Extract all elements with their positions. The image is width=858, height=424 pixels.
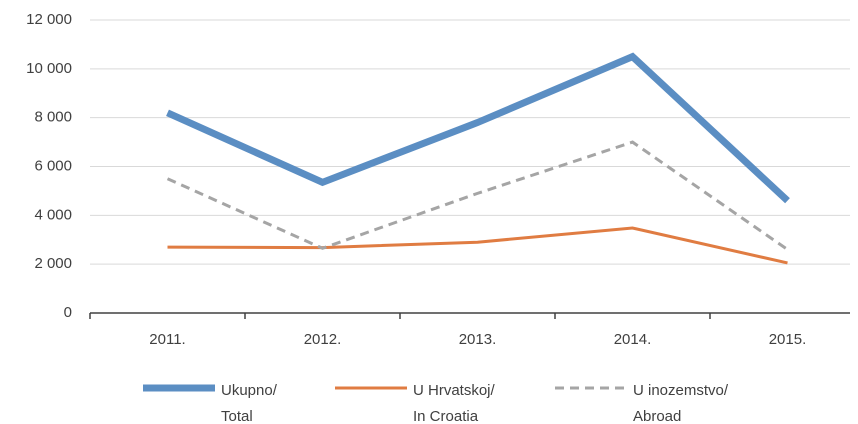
x-tick-label: 2015. [769,331,807,348]
y-tick-label: 0 [64,304,72,321]
series-line [166,140,789,251]
y-tick-label: 6 000 [34,157,72,174]
y-tick-label: 8 000 [34,109,72,126]
legend-label: U Hrvatskoj/ In Croatia [413,382,495,424]
y-tick-label: 2 000 [34,255,72,272]
y-tick-label: 4 000 [34,206,72,223]
legend-label: U inozemstvo/ Abroad [633,382,729,424]
legend-label: Ukupno/ Total [221,382,277,424]
y-tick-label: 12 000 [26,11,72,28]
y-tick-label: 10 000 [26,60,72,77]
series-line [166,52,790,204]
x-tick-label: 2011. [149,331,185,348]
series-line [167,226,788,265]
x-tick-label: 2013. [459,331,497,348]
x-tick-label: 2014. [614,331,652,348]
x-tick-label: 2012. [304,331,342,348]
